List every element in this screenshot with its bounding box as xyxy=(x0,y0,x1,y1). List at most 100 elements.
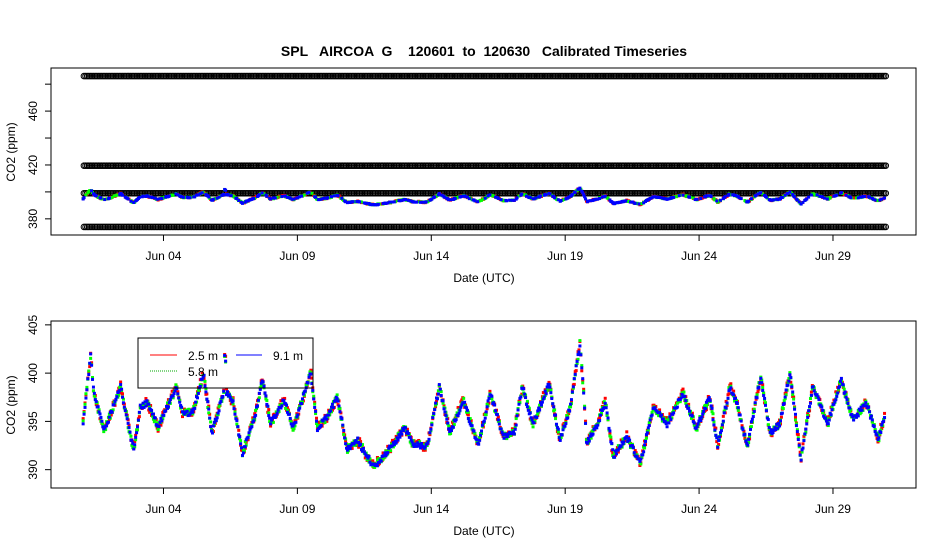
point-5-8-m xyxy=(97,408,101,412)
point-5-8-m xyxy=(678,400,682,404)
point-5-8-m xyxy=(556,430,560,434)
point-2-5-m xyxy=(148,410,152,414)
point-2-5-m xyxy=(309,368,313,372)
top-point-9-1-m xyxy=(193,195,197,199)
top-point-9-1-m xyxy=(332,194,336,198)
point-5-8-m xyxy=(838,383,842,387)
point-2-5-m xyxy=(615,446,619,450)
point-5-8-m xyxy=(859,411,863,415)
point-2-5-m xyxy=(176,390,180,394)
point-5-8-m xyxy=(335,393,339,397)
top-point-9-1-m xyxy=(288,196,292,200)
point-2-5-m xyxy=(349,445,353,449)
top-point-9-1-m xyxy=(809,193,813,197)
top-point-9-1-m xyxy=(381,201,385,205)
point-5-8-m xyxy=(155,421,159,425)
point-5-8-m xyxy=(265,399,269,403)
top-x-axis-label: Date (UTC) xyxy=(453,271,514,285)
point-5-8-m xyxy=(204,387,208,391)
point-5-8-m xyxy=(657,414,661,418)
point-5-8-m xyxy=(455,411,459,415)
point-5-8-m xyxy=(531,425,535,429)
top-point-9-1-m xyxy=(578,186,582,190)
point-2-5-m xyxy=(609,437,613,441)
point-5-8-m xyxy=(640,455,644,459)
top-point-9-1-m xyxy=(265,194,269,198)
point-5-8-m xyxy=(298,404,302,408)
point-5-8-m xyxy=(387,449,391,453)
point-5-8-m xyxy=(375,458,379,462)
top-point-5-8-m xyxy=(112,194,116,198)
point-2-5-m xyxy=(754,397,758,401)
point-5-8-m xyxy=(647,421,651,425)
point-5-8-m xyxy=(133,445,137,449)
top-point-5-8-m xyxy=(562,198,566,202)
point-5-8-m xyxy=(545,388,549,392)
point-5-8-m xyxy=(651,408,655,412)
point-5-8-m xyxy=(611,454,615,458)
top-point-9-1-m xyxy=(617,200,621,204)
top-point-5-8-m xyxy=(262,192,266,196)
top-point-9-1-m xyxy=(739,197,743,201)
point-2-5-m xyxy=(423,448,427,452)
point-2-5-m xyxy=(200,371,204,375)
point-2-5-m xyxy=(715,440,719,444)
top-point-2-5-m xyxy=(852,196,856,200)
point-2-5-m xyxy=(279,399,283,403)
top-point-9-1-m xyxy=(226,193,230,197)
top-point-9-1-m xyxy=(581,191,585,195)
top-point-9-1-m xyxy=(180,195,184,199)
point-2-5-m xyxy=(608,432,612,436)
point-9-1-m xyxy=(82,412,86,416)
top-point-9-1-m xyxy=(439,193,443,197)
point-5-8-m xyxy=(136,428,139,432)
top-point-9-1-m xyxy=(99,196,103,200)
point-2-5-m xyxy=(121,392,125,396)
top-point-9-1-m xyxy=(82,196,86,200)
top-point-9-1-m xyxy=(786,192,790,196)
top-point-5-8-m xyxy=(84,193,88,197)
point-2-5-m xyxy=(435,399,439,403)
top-point-9-1-m xyxy=(818,194,822,198)
point-5-8-m xyxy=(248,429,252,433)
point-2-5-m xyxy=(466,413,470,417)
point-5-8-m xyxy=(830,405,834,409)
point-5-8-m xyxy=(323,421,327,425)
top-point-5-8-m xyxy=(328,196,332,200)
point-2-5-m xyxy=(134,433,138,437)
point-2-5-m xyxy=(144,397,148,401)
point-5-8-m xyxy=(134,438,138,442)
point-5-8-m xyxy=(664,418,668,422)
point-2-5-m xyxy=(577,348,581,352)
top-point-9-1-m xyxy=(153,196,157,200)
point-2-5-m xyxy=(680,389,684,393)
top-point-5-8-m xyxy=(88,189,92,193)
top-point-9-1-m xyxy=(642,201,646,205)
top-point-9-1-m xyxy=(871,197,875,201)
top-point-9-1-m xyxy=(211,197,215,201)
point-5-8-m xyxy=(292,427,296,431)
point-5-8-m xyxy=(371,464,375,468)
point-2-5-m xyxy=(796,433,800,437)
point-5-8-m xyxy=(312,394,316,398)
point-5-8-m xyxy=(119,386,123,390)
point-5-8-m xyxy=(553,408,557,412)
top-point-9-1-m xyxy=(390,200,394,204)
point-2-5-m xyxy=(225,387,229,391)
point-2-5-m xyxy=(344,439,348,443)
top-point-9-1-m xyxy=(573,190,577,194)
point-5-8-m xyxy=(327,411,331,415)
top-point-9-1-m xyxy=(398,199,402,203)
point-5-8-m xyxy=(418,440,422,444)
point-5-8-m xyxy=(278,403,282,407)
point-2-5-m xyxy=(861,405,865,409)
point-5-8-m xyxy=(844,392,848,396)
top-point-9-1-m xyxy=(705,194,709,198)
bottom-panel-ambient: Jun 04 Jun 09 Jun 14 Jun 19 Jun 24 Jun 293903… xyxy=(4,315,917,538)
top-point-9-1-m xyxy=(783,193,787,197)
point-2-5-m xyxy=(784,390,788,394)
point-2-5-m xyxy=(725,403,729,407)
calibration-point xyxy=(882,189,890,197)
top-point-9-1-m xyxy=(260,191,264,195)
top-point-9-1-m xyxy=(799,202,803,206)
